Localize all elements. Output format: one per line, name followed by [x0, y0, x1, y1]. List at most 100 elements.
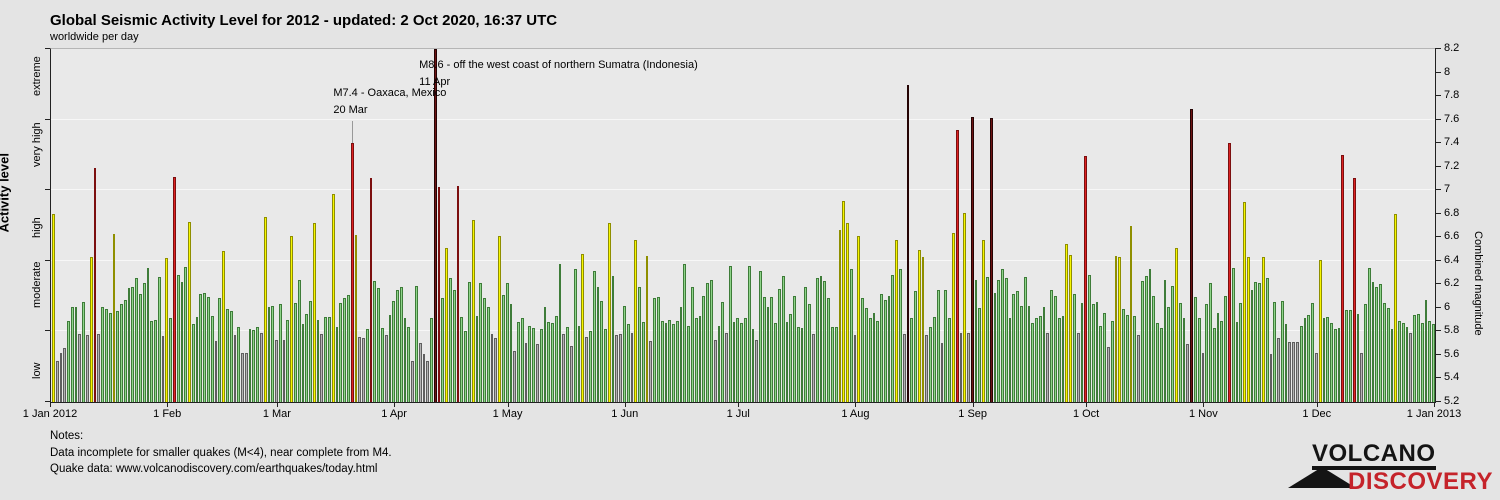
right-axis-tick-label: 6.6: [1444, 230, 1460, 243]
bar-day-355: [1390, 329, 1394, 402]
bar-day-193: [778, 289, 781, 402]
bar-day-197: [793, 296, 796, 402]
right-axis-tick: [1435, 212, 1441, 214]
bar-day-40: [199, 293, 203, 402]
bar-day-244: [970, 117, 974, 402]
month-tick: [276, 402, 278, 407]
bar-day-187: [755, 339, 759, 402]
notes-line2: Quake data: www.volcanodiscovery.com/ear…: [50, 463, 378, 476]
annotation-oaxaca-line2: 20 Mar: [333, 104, 368, 117]
activity-level-label-very-high: very high: [31, 122, 43, 167]
bar-day-28: [154, 319, 157, 402]
bar-day-63: [286, 319, 290, 402]
right-axis-tick-label: 8.2: [1444, 42, 1460, 54]
month-label-1-Dec: 1 Dec: [1302, 408, 1332, 420]
bar-day-267: [1057, 318, 1061, 402]
bar-day-122: [509, 304, 513, 402]
bar-day-49: [233, 334, 237, 402]
bar-day-242: [963, 212, 967, 402]
bar-day-243: [967, 332, 970, 402]
bar-day-213: [853, 334, 857, 402]
bar-day-90: [388, 314, 392, 402]
bar-day-257: [1020, 305, 1023, 402]
bar-day-131: [543, 306, 547, 402]
bar-day-153: [626, 324, 630, 402]
bar-day-23: [135, 278, 138, 402]
bar-day-168: [683, 264, 687, 402]
bar-day-113: [475, 316, 479, 402]
bar-day-41: [203, 292, 207, 402]
bar-day-137: [566, 326, 570, 402]
bar-day-329: [1292, 342, 1296, 402]
bar-day-288: [1137, 334, 1140, 402]
bar-day-278: [1099, 325, 1103, 402]
right-axis-tick-label: 5.4: [1444, 371, 1460, 384]
bar-day-241: [959, 332, 963, 402]
bar-day-112: [471, 219, 475, 402]
bar-day-299: [1178, 303, 1182, 402]
bar-day-349: [1367, 267, 1371, 402]
bar-day-238: [948, 318, 951, 402]
bar-day-3: [59, 352, 63, 402]
bar-day-142: [585, 337, 588, 402]
bar-day-86: [373, 280, 377, 402]
bar-day-172: [698, 316, 702, 402]
bar-day-178: [721, 301, 725, 402]
bar-day-101: [430, 318, 433, 402]
bar-day-8: [78, 333, 82, 402]
bar-day-312: [1227, 143, 1231, 402]
bar-day-52: [244, 352, 248, 402]
bar-day-169: [687, 325, 691, 402]
bar-day-57: [263, 217, 267, 402]
bar-day-180: [728, 265, 732, 402]
notes-heading: Notes:: [50, 430, 84, 442]
bar-day-188: [759, 271, 762, 402]
bar-day-129: [536, 344, 539, 402]
bar-day-179: [725, 332, 728, 402]
bar-day-201: [808, 304, 812, 402]
bar-day-5: [67, 320, 70, 402]
bar-day-159: [649, 340, 653, 402]
bar-day-73: [324, 317, 328, 402]
annotation-callout-line: [352, 121, 354, 143]
bar-day-263: [1042, 306, 1046, 402]
bar-day-109: [460, 317, 464, 402]
bar-day-140: [577, 325, 581, 402]
bar-day-204: [819, 276, 823, 402]
bar-day-318: [1250, 290, 1254, 402]
bar-day-15: [104, 309, 108, 402]
bar-day-209: [838, 230, 842, 402]
bar-day-313: [1231, 267, 1235, 402]
bar-day-80: [350, 143, 354, 402]
bar-day-226: [902, 333, 906, 402]
bar-day-143: [588, 331, 592, 402]
bar-day-203: [815, 278, 819, 402]
bar-day-334: [1311, 303, 1314, 402]
right-axis-tick: [1435, 330, 1441, 332]
annotation-sumatra: M8.6 - off the west coast of northern Su…: [419, 57, 698, 91]
bar-day-132: [547, 322, 551, 402]
bar-day-302: [1190, 109, 1193, 402]
bar-day-145: [596, 286, 600, 402]
bar-day-165: [672, 324, 675, 402]
bar-day-185: [747, 265, 751, 402]
bar-day-104: [441, 298, 445, 402]
month-tick: [50, 402, 51, 407]
bar-day-79: [346, 294, 350, 402]
gridline-7.6: [51, 118, 1435, 120]
bar-day-43: [210, 316, 214, 402]
bar-day-287: [1133, 316, 1137, 402]
bar-day-206: [827, 298, 830, 402]
bar-day-295: [1163, 279, 1167, 402]
bar-day-115: [483, 298, 486, 402]
bar-day-59: [271, 305, 275, 402]
bar-day-146: [600, 300, 604, 402]
bar-day-71: [316, 319, 320, 402]
bar-day-116: [486, 306, 490, 402]
bar-day-357: [1398, 320, 1401, 402]
right-axis-tick: [1435, 48, 1441, 49]
bar-day-173: [702, 296, 706, 402]
bar-day-47: [225, 309, 229, 402]
bar-day-324: [1273, 301, 1277, 402]
bar-day-36: [184, 266, 188, 402]
